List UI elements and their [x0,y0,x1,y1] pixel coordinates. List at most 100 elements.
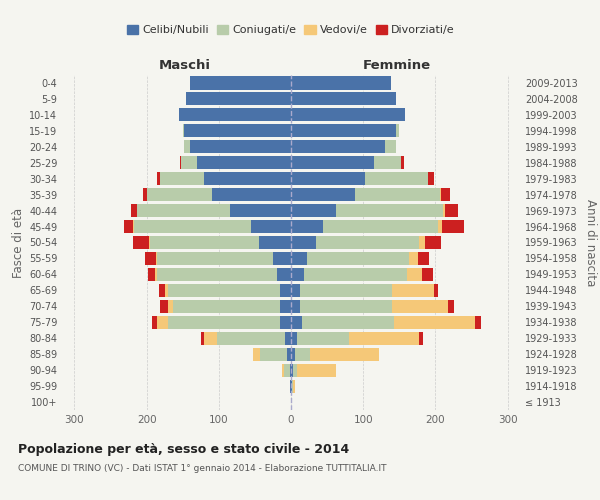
Bar [133,220,134,233]
Bar [190,140,291,153]
Bar [202,332,203,345]
Bar [291,108,405,122]
Bar [291,364,293,376]
Bar [143,188,146,201]
Bar [293,364,297,376]
Bar [310,348,379,360]
Bar [419,236,425,249]
Bar [260,348,287,360]
Bar [157,172,160,185]
Bar [280,316,291,329]
Bar [156,252,157,265]
Bar [293,380,295,392]
Bar [157,316,168,329]
Bar [168,284,280,297]
Bar [160,172,205,185]
Bar [441,188,450,201]
Bar [448,300,454,313]
Bar [280,300,291,313]
Bar [290,380,291,392]
Bar [440,188,441,201]
Bar [304,268,407,281]
Bar [287,348,291,360]
Bar [146,188,212,201]
Bar [442,220,464,233]
Text: Femmine: Femmine [363,58,431,71]
Bar [124,220,133,233]
Bar [365,172,428,185]
Bar [137,204,230,217]
Bar [443,204,445,217]
Bar [291,268,304,281]
Bar [179,108,291,122]
Bar [295,348,310,360]
Bar [181,156,197,170]
Bar [155,268,157,281]
Bar [323,220,437,233]
Bar [145,252,156,265]
Bar [409,252,418,265]
Bar [148,268,155,281]
Bar [401,156,404,170]
Bar [160,300,167,313]
Bar [291,92,395,106]
Bar [157,252,273,265]
Bar [418,252,429,265]
Bar [297,332,349,345]
Bar [173,300,280,313]
Bar [203,332,217,345]
Bar [445,204,458,217]
Bar [437,220,442,233]
Bar [291,172,365,185]
Bar [133,236,149,249]
Text: Popolazione per età, sesso e stato civile - 2014: Popolazione per età, sesso e stato civil… [18,442,349,456]
Bar [291,76,391,90]
Bar [355,188,440,201]
Bar [422,268,433,281]
Bar [425,236,441,249]
Bar [291,332,297,345]
Bar [291,300,299,313]
Text: COMUNE DI TRINO (VC) - Dati ISTAT 1° gennaio 2014 - Elaborazione TUTTITALIA.IT: COMUNE DI TRINO (VC) - Dati ISTAT 1° gen… [18,464,386,473]
Bar [336,204,443,217]
Bar [159,284,164,297]
Bar [164,284,168,297]
Bar [349,332,419,345]
Bar [205,172,291,185]
Bar [212,188,291,201]
Bar [419,332,423,345]
Bar [184,140,190,153]
Bar [299,300,392,313]
Bar [152,316,157,329]
Bar [291,124,395,138]
Bar [149,236,150,249]
Bar [217,332,285,345]
Bar [307,252,409,265]
Bar [253,348,260,360]
Y-axis label: Anni di nascita: Anni di nascita [584,199,597,286]
Bar [392,284,434,297]
Bar [291,316,302,329]
Bar [259,236,291,249]
Bar [385,140,395,153]
Bar [180,156,181,170]
Bar [291,140,385,153]
Bar [284,364,290,376]
Bar [299,284,392,297]
Y-axis label: Fasce di età: Fasce di età [11,208,25,278]
Text: Maschi: Maschi [159,58,211,71]
Bar [291,252,307,265]
Bar [407,268,422,281]
Bar [251,220,291,233]
Bar [134,220,251,233]
Bar [475,316,481,329]
Bar [392,300,448,313]
Legend: Celibi/Nubili, Coniugati/e, Vedovi/e, Divorziati/e: Celibi/Nubili, Coniugati/e, Vedovi/e, Di… [123,20,459,40]
Bar [273,252,291,265]
Bar [183,124,184,138]
Bar [291,380,292,392]
Bar [230,204,291,217]
Bar [150,236,259,249]
Bar [291,284,299,297]
Bar [291,188,355,201]
